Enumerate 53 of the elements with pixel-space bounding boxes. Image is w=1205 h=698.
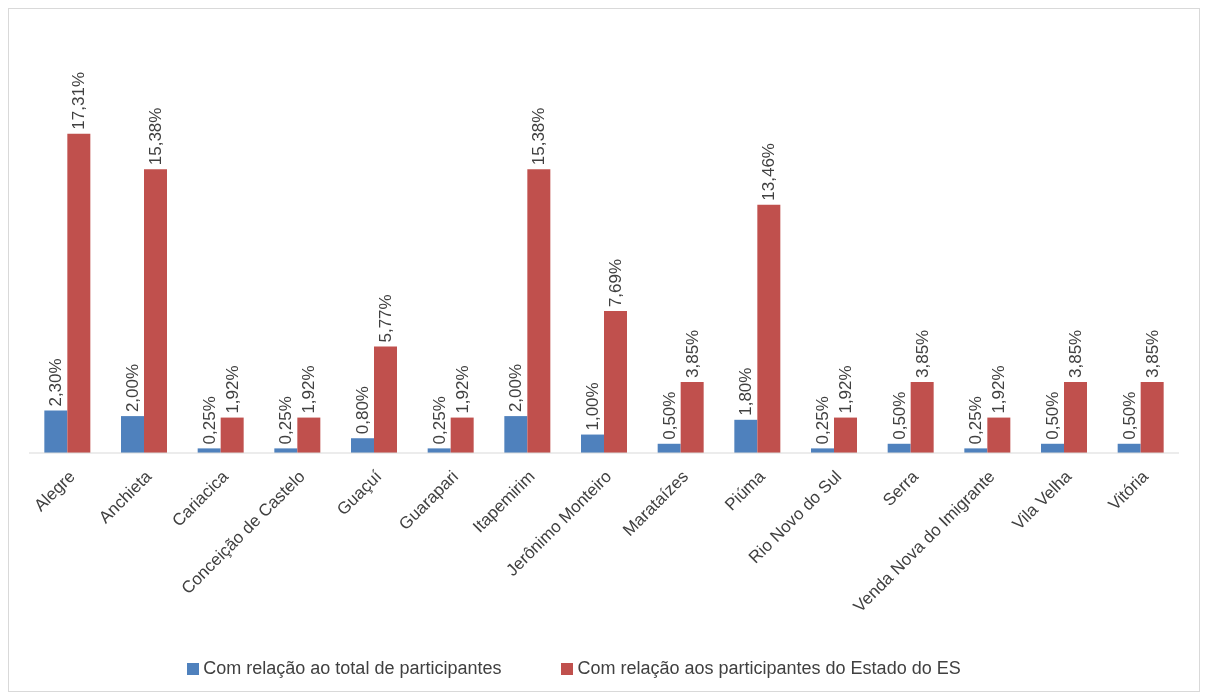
data-label: 15,38% bbox=[146, 107, 165, 166]
data-label: 3,85% bbox=[1142, 329, 1162, 378]
data-label: 1,00% bbox=[583, 382, 602, 431]
data-label: 0,80% bbox=[353, 386, 372, 435]
bar bbox=[581, 434, 604, 453]
data-label: 5,77% bbox=[376, 294, 395, 343]
bar bbox=[450, 417, 474, 453]
bar bbox=[374, 346, 397, 453]
data-label: 2,00% bbox=[123, 363, 142, 413]
data-label: 17,31% bbox=[69, 71, 89, 130]
bar bbox=[757, 204, 781, 453]
bar bbox=[734, 419, 758, 453]
bar bbox=[1064, 381, 1087, 453]
data-label: 2,30% bbox=[46, 358, 66, 407]
data-label: 1,92% bbox=[222, 365, 242, 414]
bar bbox=[67, 133, 91, 453]
data-label: 0,50% bbox=[659, 391, 679, 440]
data-label: 0,50% bbox=[1119, 391, 1139, 440]
bar bbox=[44, 410, 68, 453]
bar bbox=[604, 311, 627, 453]
bar bbox=[220, 417, 244, 453]
data-label: 1,92% bbox=[989, 365, 1009, 414]
bar bbox=[987, 417, 1011, 453]
data-label: 0,50% bbox=[1043, 391, 1062, 440]
data-label: 1,92% bbox=[452, 365, 472, 414]
data-label: 0,25% bbox=[276, 396, 296, 445]
data-label: 1,92% bbox=[299, 365, 319, 414]
bar bbox=[144, 169, 167, 453]
bar bbox=[297, 417, 321, 453]
data-label: 1,92% bbox=[836, 365, 855, 414]
bar bbox=[121, 416, 144, 453]
data-label: 0,25% bbox=[813, 396, 832, 445]
bar bbox=[834, 417, 857, 453]
bar bbox=[1140, 381, 1164, 453]
bar bbox=[527, 169, 551, 453]
data-label: 3,85% bbox=[1066, 329, 1085, 378]
data-label: 3,85% bbox=[682, 329, 702, 378]
data-label: 0,50% bbox=[889, 391, 909, 440]
bar bbox=[680, 381, 704, 453]
data-label: 0,25% bbox=[429, 396, 449, 445]
data-label: 7,69% bbox=[606, 258, 625, 308]
legend-label: Com relação aos participantes do Estado do ES bbox=[577, 658, 961, 678]
bar bbox=[351, 438, 374, 453]
data-label: 0,25% bbox=[199, 396, 219, 445]
data-label: 3,85% bbox=[912, 329, 932, 378]
data-label: 1,80% bbox=[736, 367, 756, 416]
legend-label: Com relação ao total de participantes bbox=[203, 658, 502, 678]
data-label: 2,00% bbox=[506, 363, 526, 413]
bar bbox=[910, 381, 934, 453]
bar bbox=[504, 416, 528, 453]
data-label: 0,25% bbox=[966, 396, 986, 445]
data-label: 15,38% bbox=[529, 107, 549, 166]
data-label: 13,46% bbox=[759, 142, 779, 201]
